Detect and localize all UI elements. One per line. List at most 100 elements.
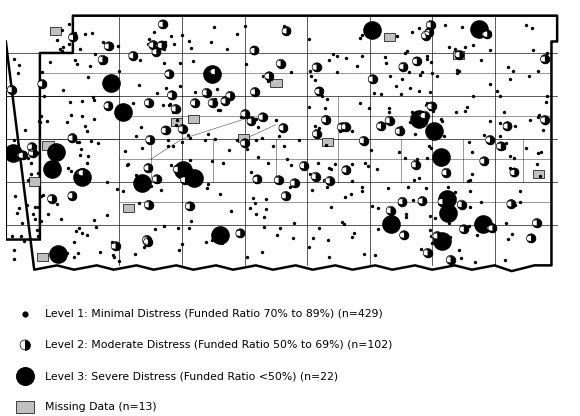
Point	[241, 23, 250, 30]
Point	[266, 76, 276, 83]
Point	[215, 191, 224, 197]
Point	[405, 85, 415, 92]
Point	[311, 173, 320, 180]
Point	[427, 103, 436, 110]
Point	[314, 160, 323, 167]
Point	[220, 98, 229, 104]
Point	[422, 55, 432, 62]
Point	[93, 140, 103, 146]
Point	[342, 166, 351, 173]
Point	[282, 27, 291, 34]
Point	[463, 178, 473, 185]
Point	[218, 240, 227, 247]
Wedge shape	[368, 77, 372, 82]
Point	[414, 115, 423, 122]
Point	[258, 114, 267, 121]
Point	[347, 191, 356, 197]
Point	[161, 39, 170, 45]
Point	[78, 98, 87, 104]
Wedge shape	[509, 170, 514, 175]
Point	[152, 48, 161, 55]
FancyBboxPatch shape	[171, 118, 182, 126]
Point	[421, 32, 430, 39]
Point	[239, 110, 248, 116]
Point	[463, 104, 472, 110]
Point	[235, 230, 245, 237]
Point	[108, 239, 117, 245]
Point	[404, 183, 413, 190]
Point	[325, 177, 335, 184]
Point	[323, 96, 332, 102]
Point	[165, 71, 174, 77]
Point	[538, 127, 548, 134]
Point	[81, 122, 90, 129]
Point	[178, 126, 187, 132]
Point	[226, 207, 235, 214]
Point	[132, 172, 141, 178]
Point	[71, 227, 80, 234]
Point	[522, 144, 531, 151]
Point	[459, 226, 469, 233]
Point	[357, 52, 367, 59]
Wedge shape	[252, 177, 258, 182]
Point	[213, 85, 222, 92]
Point	[386, 207, 395, 214]
Point	[427, 103, 436, 110]
Wedge shape	[143, 202, 148, 208]
Point	[134, 200, 143, 206]
Point	[33, 149, 42, 156]
Point	[72, 139, 82, 145]
Point	[416, 245, 426, 252]
Point	[536, 173, 545, 180]
Wedge shape	[103, 44, 108, 49]
Point	[536, 149, 546, 155]
Point	[357, 32, 367, 38]
Point	[253, 176, 262, 183]
Point	[331, 161, 340, 168]
Point	[153, 90, 162, 97]
Wedge shape	[456, 202, 462, 207]
Point	[321, 116, 331, 123]
Wedge shape	[420, 33, 426, 38]
Point	[148, 42, 158, 48]
Point	[43, 211, 52, 218]
Point	[480, 158, 489, 164]
Point	[541, 99, 550, 105]
Point	[122, 162, 132, 168]
Point	[77, 146, 86, 153]
Wedge shape	[310, 174, 316, 179]
Wedge shape	[399, 233, 404, 238]
FancyBboxPatch shape	[187, 115, 199, 123]
Point	[432, 72, 441, 79]
Point	[506, 201, 516, 207]
Point	[56, 215, 66, 222]
Point	[84, 74, 93, 81]
Point	[246, 118, 256, 124]
Wedge shape	[482, 32, 487, 37]
Point	[460, 107, 469, 114]
Point	[485, 118, 494, 124]
Point	[204, 181, 213, 188]
Point	[90, 51, 100, 57]
Point	[310, 123, 320, 129]
Point	[492, 87, 501, 94]
Point	[427, 70, 437, 77]
Point	[400, 232, 409, 238]
Point	[409, 177, 419, 183]
Point	[74, 139, 83, 146]
Point	[359, 137, 368, 144]
Point	[178, 166, 187, 173]
Point	[532, 161, 541, 168]
Point	[171, 121, 180, 128]
Point	[446, 256, 455, 263]
Point	[408, 197, 417, 203]
Point	[107, 79, 116, 86]
Point	[457, 201, 466, 208]
Point	[274, 177, 283, 183]
Point	[7, 87, 16, 93]
Polygon shape	[6, 16, 557, 271]
Point	[332, 68, 342, 75]
Point	[48, 196, 57, 202]
Point	[341, 123, 350, 130]
Point	[528, 25, 537, 31]
